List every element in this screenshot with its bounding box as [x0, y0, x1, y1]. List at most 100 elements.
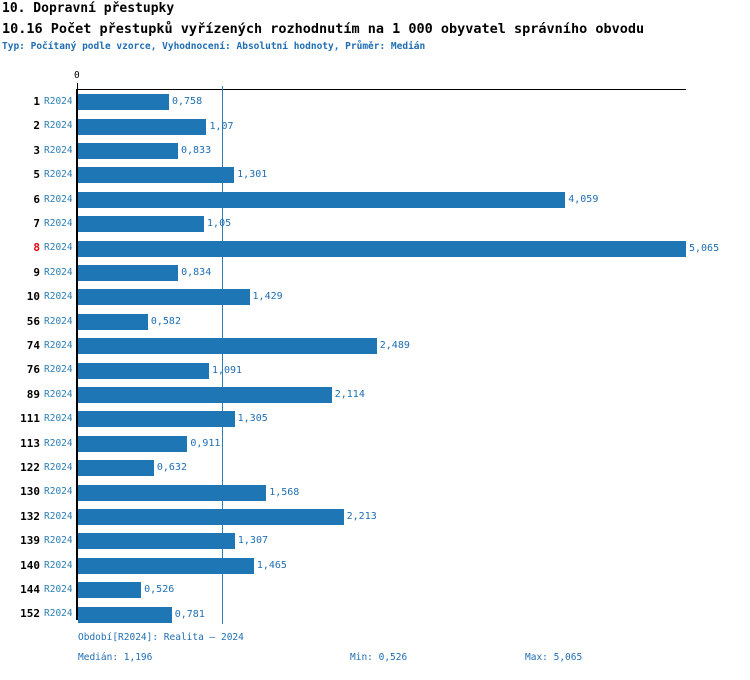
axis-top-rule: [78, 89, 686, 90]
table-row[interactable]: 139 R2024 1,307: [0, 529, 750, 553]
bar-value-label: 0,632: [156, 462, 187, 474]
bar-value-label: 4,059: [568, 193, 599, 205]
row-period-label: R2024: [44, 388, 73, 400]
bar-value-label: 0,834: [181, 266, 212, 278]
row-period-label: R2024: [44, 291, 73, 303]
bar-value-label: 1,301: [237, 169, 268, 181]
table-row[interactable]: 8 R2024 5,065: [0, 236, 750, 260]
bar-value-label: 0,526: [144, 584, 175, 596]
bar[interactable]: [78, 94, 169, 111]
bar-value-label: 0,758: [171, 96, 203, 108]
axis-zero-tick: [77, 83, 78, 90]
row-index-label: 7: [33, 217, 40, 230]
bar[interactable]: [78, 411, 235, 428]
stat-max: Max: 5,065: [525, 652, 583, 663]
bar[interactable]: [78, 167, 235, 184]
table-row[interactable]: 130 R2024 1,568: [0, 480, 750, 504]
bar[interactable]: [78, 362, 209, 379]
row-period-label: R2024: [44, 218, 73, 229]
row-period-label: R2024: [44, 437, 73, 449]
table-row[interactable]: 76 R2024 1,091: [0, 358, 750, 382]
row-period-label: R2024: [44, 340, 73, 351]
row-index-label: 122: [20, 461, 40, 474]
table-row[interactable]: 113 R2024 0,911: [0, 432, 750, 456]
table-row[interactable]: 2 R2024 1,07: [0, 114, 750, 138]
row-index-label: 140: [20, 558, 40, 572]
row-index-label: 5: [33, 168, 40, 182]
row-period-label: R2024: [44, 462, 73, 473]
row-index-label: 3: [33, 143, 40, 157]
table-row[interactable]: 10 R2024 1,429: [0, 285, 750, 309]
row-index-label: 111: [20, 412, 40, 426]
bar[interactable]: [78, 313, 148, 330]
stat-min: Min: 0,526: [350, 652, 408, 663]
bar[interactable]: [78, 435, 188, 452]
axis-zero-tick-label: 0: [74, 70, 80, 81]
bar[interactable]: [78, 216, 205, 233]
chart-subtitle: Typ: Počítaný podle vzorce, Vyhodnocení:…: [2, 41, 426, 52]
bar[interactable]: [78, 508, 344, 525]
row-period-label: R2024: [44, 120, 73, 132]
bar-value-label: 1,429: [252, 291, 283, 303]
bar[interactable]: [78, 533, 235, 550]
row-period-label: R2024: [44, 169, 73, 181]
row-index-label: 139: [20, 534, 40, 548]
row-period-label: R2024: [44, 535, 73, 547]
row-period-label: R2024: [44, 96, 73, 107]
row-period-label: R2024: [44, 486, 73, 498]
row-index-label: 76: [26, 363, 40, 377]
table-row[interactable]: 144 R2024 0,526: [0, 578, 750, 602]
bar[interactable]: [78, 606, 172, 623]
table-row[interactable]: 6 R2024 4,059: [0, 188, 750, 212]
stat-median: Medián: 1,196: [78, 652, 153, 663]
bar[interactable]: [78, 240, 686, 257]
row-index-label: 89: [26, 387, 40, 401]
row-index-label: 132: [20, 509, 40, 523]
row-period-label: R2024: [44, 559, 73, 571]
table-row[interactable]: 152 R2024 0,781: [0, 602, 750, 626]
row-index-label: 144: [20, 583, 40, 596]
bar-value-label: 0,833: [180, 144, 212, 156]
row-period-label: R2024: [44, 364, 73, 376]
table-row[interactable]: 74 R2024 2,489: [0, 334, 750, 358]
table-row[interactable]: 140 R2024 1,465: [0, 554, 750, 578]
table-row[interactable]: 122 R2024 0,632: [0, 456, 750, 480]
row-index-label: 56: [26, 314, 40, 328]
bar[interactable]: [78, 484, 267, 501]
table-row[interactable]: 3 R2024 0,833: [0, 139, 750, 163]
page-title: 10.16 Počet přestupků vyřízených rozhodn…: [2, 21, 645, 37]
bar-value-label: 0,781: [174, 608, 205, 620]
bar-value-label: 1,07: [209, 120, 234, 132]
row-period-label: R2024: [44, 144, 73, 156]
row-index-label: 10: [26, 290, 40, 304]
row-index-label: 152: [20, 607, 40, 621]
bar[interactable]: [78, 264, 179, 281]
table-row[interactable]: 89 R2024 2,114: [0, 383, 750, 407]
bar[interactable]: [78, 386, 332, 403]
bar-value-label: 0,911: [190, 437, 221, 449]
bar-value-label: 1,307: [237, 535, 268, 547]
row-period-label: R2024: [44, 608, 73, 620]
chapter-title: 10. Dopravní přestupky: [2, 1, 175, 16]
row-index-label: 1: [33, 95, 40, 108]
table-row[interactable]: 5 R2024 1,301: [0, 163, 750, 187]
bar[interactable]: [78, 557, 254, 574]
row-period-label: R2024: [44, 510, 73, 522]
table-row[interactable]: 111 R2024 1,305: [0, 407, 750, 431]
bar-chart-plot: 0 1 R2024 0,758 2 R2024 1,07 3 R2024 0,833 5 R2024…: [0, 70, 750, 626]
bar[interactable]: [78, 142, 178, 159]
bar[interactable]: [78, 338, 377, 355]
table-row[interactable]: 1 R2024 0,758: [0, 90, 750, 114]
row-period-label: R2024: [44, 413, 73, 425]
table-row[interactable]: 56 R2024 0,582: [0, 310, 750, 334]
row-index-label: 113: [20, 436, 40, 450]
bar-value-label: 5,065: [689, 242, 720, 254]
bar[interactable]: [78, 191, 566, 208]
bar[interactable]: [78, 460, 154, 477]
table-row[interactable]: 132 R2024 2,213: [0, 505, 750, 529]
table-row[interactable]: 9 R2024 0,834: [0, 261, 750, 285]
bar[interactable]: [78, 118, 207, 135]
bar[interactable]: [78, 582, 142, 599]
table-row[interactable]: 7 R2024 1,05: [0, 212, 750, 236]
bar[interactable]: [78, 289, 250, 306]
